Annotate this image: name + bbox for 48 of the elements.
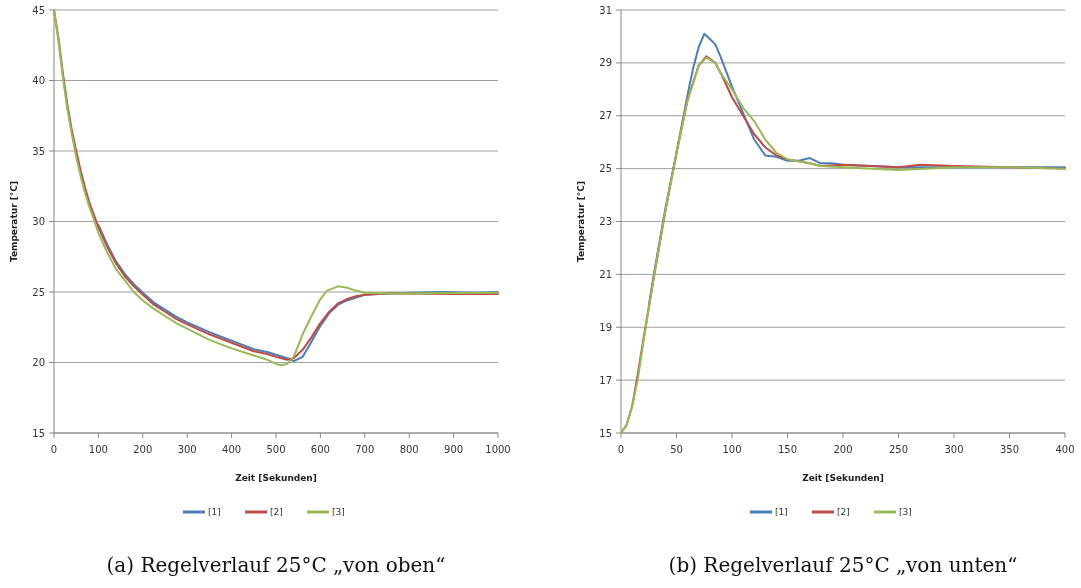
x-tick-label: 300 bbox=[177, 444, 197, 455]
text: (a) Regelverlauf 25°C „von oben“ bbox=[106, 553, 446, 577]
y-tick-label: 15 bbox=[32, 427, 45, 439]
x-tick-label: 700 bbox=[355, 444, 375, 455]
x-tick-label: 800 bbox=[399, 444, 419, 455]
legend-label: [3] bbox=[332, 507, 345, 518]
y-tick-label: 23 bbox=[599, 216, 612, 227]
x-tick-label: 400 bbox=[222, 444, 242, 455]
x-tick-label: 600 bbox=[310, 444, 330, 455]
y-tick-label: 21 bbox=[599, 268, 612, 280]
y-tick-label: 27 bbox=[599, 110, 612, 122]
y-tick-label: 25 bbox=[599, 163, 612, 175]
y-tick-label: 35 bbox=[32, 145, 45, 157]
x-tick-label: 100 bbox=[722, 444, 742, 455]
x-tick-label: 50 bbox=[670, 444, 683, 455]
x-tick-label: 400 bbox=[1055, 444, 1075, 455]
x-tick-label: 500 bbox=[266, 444, 286, 455]
text: (b) Regelverlauf 25°C „von unten“ bbox=[668, 553, 1018, 577]
y-tick-label: 29 bbox=[599, 57, 612, 69]
x-tick-label: 900 bbox=[444, 444, 464, 455]
x-axis-title: Zeit [Sekunden] bbox=[802, 473, 884, 483]
x-tick-label: 1000 bbox=[485, 444, 511, 455]
x-tick-label: 350 bbox=[999, 444, 1020, 455]
y-tick-label: 31 bbox=[599, 4, 612, 16]
x-tick-label: 200 bbox=[133, 444, 153, 455]
x-tick-label: 0 bbox=[617, 444, 625, 455]
legend-label: [3] bbox=[899, 507, 912, 518]
y-axis-title: Temperatur [°C] bbox=[576, 180, 586, 263]
x-tick-label: 0 bbox=[50, 444, 58, 455]
legend-label: [2] bbox=[837, 507, 850, 518]
y-tick-label: 30 bbox=[32, 216, 45, 227]
x-tick-label: 300 bbox=[944, 444, 964, 455]
x-tick-label: 150 bbox=[777, 444, 798, 455]
y-tick-label: 40 bbox=[32, 75, 45, 86]
y-tick-label: 19 bbox=[599, 321, 612, 333]
y-tick-label: 17 bbox=[599, 374, 612, 386]
y-axis-title: Temperatur [°C] bbox=[9, 180, 19, 263]
y-tick-label: 15 bbox=[599, 427, 612, 439]
x-axis-title: Zeit [Sekunden] bbox=[235, 473, 317, 483]
legend-label: [1] bbox=[208, 507, 221, 518]
x-tick-label: 250 bbox=[888, 444, 909, 455]
legend-label: [2] bbox=[270, 507, 283, 518]
legend-label: [1] bbox=[775, 507, 788, 518]
y-tick-label: 25 bbox=[32, 286, 45, 298]
x-tick-label: 100 bbox=[88, 444, 108, 455]
y-tick-label: 20 bbox=[32, 357, 45, 368]
x-tick-label: 200 bbox=[833, 444, 853, 455]
y-tick-label: 45 bbox=[32, 4, 45, 16]
